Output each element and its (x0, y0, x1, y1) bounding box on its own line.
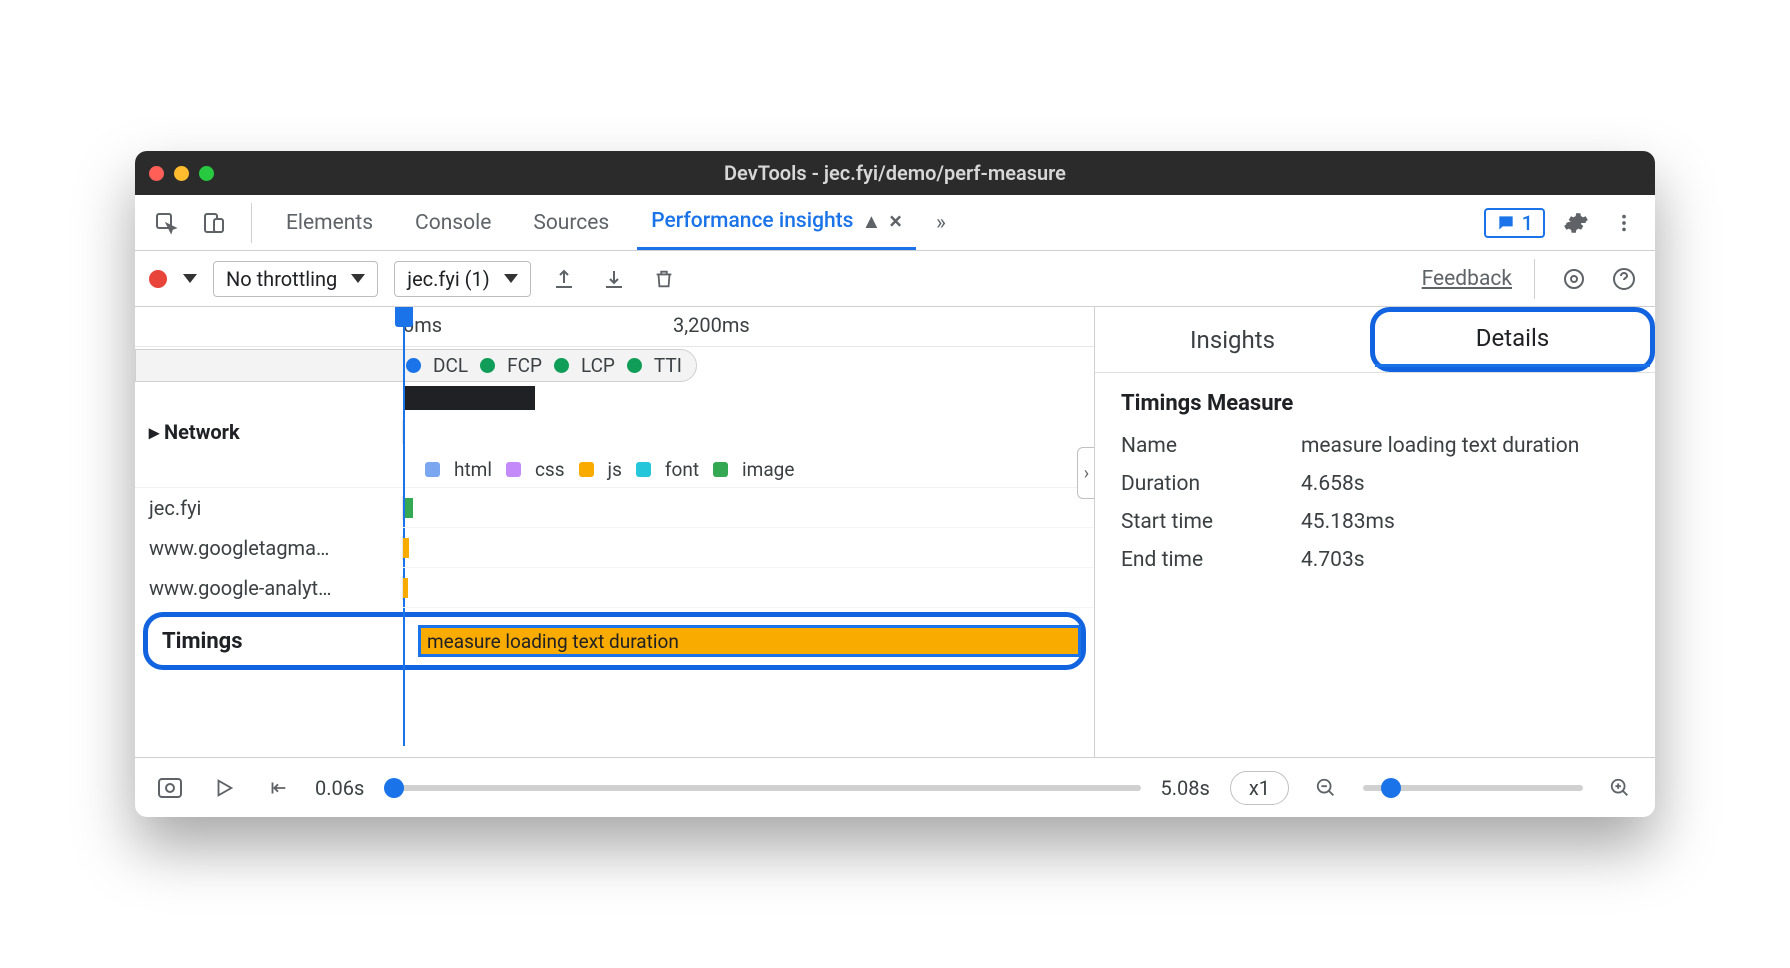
timings-track[interactable]: Timings measure loading text duration (148, 617, 1081, 665)
slider-thumb[interactable] (1381, 778, 1401, 798)
zoom-out-icon[interactable] (1309, 771, 1343, 805)
details-row: Start time45.183ms (1121, 510, 1629, 534)
legend-swatch (425, 462, 440, 477)
tab-sources[interactable]: Sources (519, 195, 623, 250)
help-icon[interactable] (1607, 262, 1641, 296)
legend-swatch (713, 462, 728, 477)
chevron-down-icon (351, 274, 365, 283)
devtools-window: DevTools - jec.fyi/demo/perf-measure Ele… (135, 151, 1655, 817)
record-button-icon[interactable] (149, 270, 167, 288)
issues-count: 1 (1522, 211, 1533, 235)
issues-chip[interactable]: 1 (1484, 208, 1545, 238)
panel-tabs: Elements Console Sources Performance ins… (135, 195, 1655, 251)
details-row: End time4.703s (1121, 548, 1629, 572)
marker-dot (480, 358, 495, 373)
network-row[interactable]: www.google-analyt… (135, 568, 1094, 608)
details-tab-highlight: Details (1370, 307, 1655, 372)
time-end: 5.08s (1161, 776, 1210, 800)
zoom-slider[interactable] (1363, 785, 1583, 791)
play-icon[interactable] (207, 771, 241, 805)
main-area: 0ms 3,200ms DCL FCP LCP TTI ▸ Network ht… (135, 307, 1655, 757)
timeline-ruler[interactable]: 0ms 3,200ms (135, 307, 1094, 347)
network-row[interactable]: jec.fyi (135, 488, 1094, 528)
flask-icon: ▲ (861, 209, 881, 234)
timeline-panel: 0ms 3,200ms DCL FCP LCP TTI ▸ Network ht… (135, 307, 1095, 757)
preview-toggle-icon[interactable] (153, 771, 187, 805)
tab-performance-insights[interactable]: Performance insights ▲ × (637, 195, 916, 250)
slider-thumb[interactable] (384, 778, 404, 798)
time-start: 0.06s (315, 776, 364, 800)
tab-elements[interactable]: Elements (272, 195, 387, 250)
network-row[interactable]: www.googletagma… (135, 528, 1094, 568)
delete-icon[interactable] (647, 262, 681, 296)
resource-segment[interactable] (405, 498, 413, 518)
marker-dot (406, 358, 421, 373)
panel-settings-icon[interactable] (1557, 262, 1591, 296)
playback-footer: 0.06s 5.08s x1 (135, 757, 1655, 817)
settings-gear-icon[interactable] (1559, 206, 1593, 240)
details-heading: Timings Measure (1121, 391, 1629, 416)
side-panel: Insights Details Timings Measure Namemea… (1095, 307, 1655, 757)
main-thread-track (405, 382, 1094, 412)
resource-segment[interactable] (403, 578, 408, 598)
recording-select[interactable]: jec.fyi (1) (394, 261, 530, 297)
legend-swatch (636, 462, 651, 477)
network-section-header[interactable]: ▸ Network (135, 412, 1094, 452)
zoom-in-icon[interactable] (1603, 771, 1637, 805)
details-content: Timings Measure Namemeasure loading text… (1095, 373, 1655, 604)
task-block[interactable] (405, 386, 535, 410)
marker-dot (554, 358, 569, 373)
legend-swatch (579, 462, 594, 477)
time-slider[interactable] (384, 785, 1140, 791)
record-menu-caret-icon[interactable] (183, 274, 197, 283)
timings-highlight: Timings measure loading text duration (143, 612, 1086, 670)
timing-measure-bar[interactable]: measure loading text duration (418, 625, 1081, 657)
marker-dot (627, 358, 642, 373)
insights-toolbar: No throttling jec.fyi (1) Feedback (135, 251, 1655, 307)
kebab-menu-icon[interactable] (1607, 206, 1641, 240)
separator (251, 203, 252, 243)
close-tab-icon[interactable]: × (889, 207, 902, 235)
tab-console[interactable]: Console (401, 195, 505, 250)
go-to-start-icon[interactable] (261, 771, 295, 805)
titlebar: DevTools - jec.fyi/demo/perf-measure (135, 151, 1655, 195)
details-row: Namemeasure loading text duration (1121, 434, 1629, 458)
network-legend: html css js font image (135, 452, 1094, 488)
window-title: DevTools - jec.fyi/demo/perf-measure (135, 161, 1655, 185)
inspect-icon[interactable] (149, 206, 183, 240)
playback-speed[interactable]: x1 (1230, 771, 1289, 805)
side-panel-tabs: Insights Details (1095, 307, 1655, 373)
resource-segment[interactable] (403, 538, 409, 558)
ruler-tick: 3,200ms (673, 313, 750, 337)
chevron-down-icon (504, 274, 518, 283)
tabs-overflow-button[interactable]: » (930, 195, 952, 250)
device-toggle-icon[interactable] (197, 206, 231, 240)
tab-details[interactable]: Details (1375, 312, 1650, 367)
separator (1534, 259, 1535, 299)
tab-insights[interactable]: Insights (1095, 307, 1370, 372)
feedback-link[interactable]: Feedback (1422, 267, 1512, 291)
details-row: Duration4.658s (1121, 472, 1629, 496)
import-icon[interactable] (597, 262, 631, 296)
panel-expand-handle[interactable]: › (1077, 447, 1095, 499)
export-icon[interactable] (547, 262, 581, 296)
web-vitals-markers: DCL FCP LCP TTI (135, 349, 697, 382)
legend-swatch (506, 462, 521, 477)
throttling-select[interactable]: No throttling (213, 261, 378, 297)
